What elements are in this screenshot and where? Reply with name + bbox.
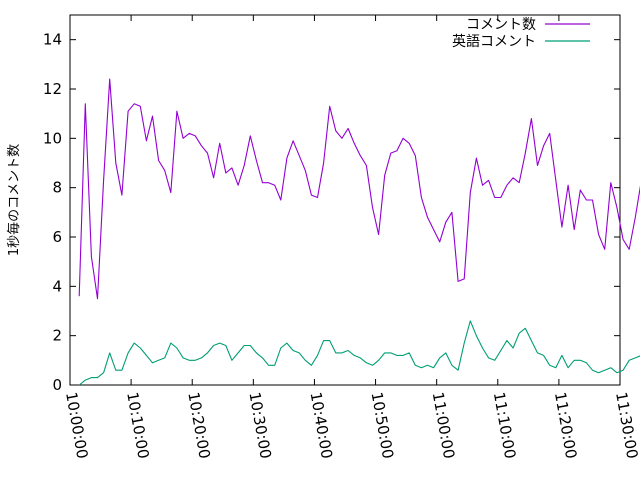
x-tick-label: 11:00:00 xyxy=(429,391,458,460)
x-tick-label: 10:20:00 xyxy=(184,391,213,460)
y-tick-label: 12 xyxy=(43,80,62,98)
x-tick-label: 10:50:00 xyxy=(368,391,397,460)
x-tick-label: 10:40:00 xyxy=(307,391,336,460)
x-tick-label: 10:10:00 xyxy=(123,391,152,460)
x-tick-label: 11:20:00 xyxy=(551,391,580,460)
y-tick-label: 4 xyxy=(52,277,62,295)
y-axis: 0 2 4 6 8 10 12 14 xyxy=(43,31,620,394)
y-tick-label: 8 xyxy=(52,179,62,197)
x-tick-label: 11:10:00 xyxy=(490,391,519,460)
y-tick-label: 2 xyxy=(52,327,62,345)
x-axis: 10:00:00 10:10:00 10:20:00 10:30:00 10:40:00… xyxy=(62,15,640,460)
legend-label: コメント数 xyxy=(466,17,536,33)
series-line-english-comments xyxy=(78,320,640,386)
y-axis-label: 1秒毎のコメント数 xyxy=(6,144,22,256)
x-tick-label: 10:30:00 xyxy=(245,391,274,460)
y-tick-label: 14 xyxy=(43,31,62,49)
y-tick-label: 10 xyxy=(43,129,62,147)
legend-label: 英語コメント xyxy=(452,33,536,50)
plot-frame xyxy=(69,14,621,386)
series-layer xyxy=(78,78,640,386)
x-tick-label: 10:00:00 xyxy=(62,391,91,460)
y-tick-label: 6 xyxy=(52,228,62,246)
y-tick-label: 0 xyxy=(52,376,62,394)
x-tick-label: 11:30:00 xyxy=(612,391,640,460)
series-line-comment-count xyxy=(78,78,640,300)
plot-border xyxy=(69,14,621,386)
